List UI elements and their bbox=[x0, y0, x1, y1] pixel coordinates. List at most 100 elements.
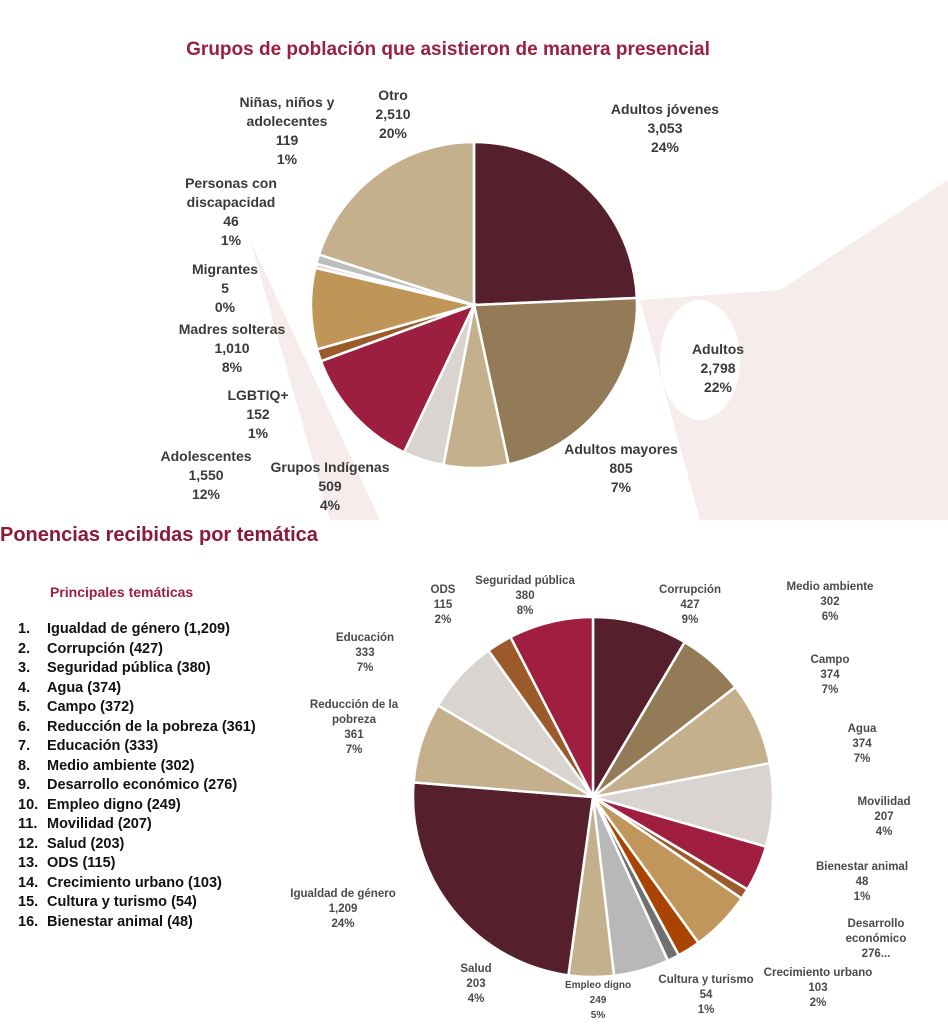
slice-name: Medio ambiente bbox=[786, 581, 874, 593]
data-label-adolescentes: Adolescentes 1,550 12% bbox=[160, 447, 251, 504]
slice-percent: 5% bbox=[590, 1010, 606, 1021]
slice-value: 374 bbox=[852, 738, 872, 750]
item-number: 1. bbox=[18, 621, 31, 637]
slice-name: Grupos Indígenas bbox=[270, 459, 390, 475]
data-label-agua: Agua 374 7% bbox=[848, 722, 877, 767]
slice-name: Migrantes bbox=[191, 261, 259, 277]
slice-value: 115 bbox=[433, 599, 453, 611]
item-text: Reducción de la pobreza (361) bbox=[47, 718, 256, 735]
slice-value: 805 bbox=[609, 460, 633, 476]
slice-percent: 4% bbox=[319, 497, 341, 513]
item-number: 12. bbox=[18, 835, 39, 852]
data-label-adultos-mayores: Adultos mayores 805 7% bbox=[561, 440, 681, 497]
slice-name: Corrupción bbox=[659, 584, 721, 596]
list-item: 11. Movilidad (207) bbox=[18, 815, 277, 835]
slice-value: 302 bbox=[820, 596, 840, 608]
slice-name: ODS bbox=[430, 584, 456, 596]
data-label-igualdad-de-genero: Igualdad de género 1,209 24% bbox=[290, 887, 395, 932]
data-label-bienestar-animal: Bienestar animal 48 1% bbox=[816, 860, 908, 905]
slice-value: 103 bbox=[808, 982, 828, 994]
slice-percent: 7% bbox=[610, 479, 632, 495]
list-item: 16. Bienestar animal (48) bbox=[18, 913, 277, 933]
slice-value: 427 bbox=[680, 599, 700, 611]
item-text: ODS (115) bbox=[47, 855, 116, 871]
item-number: 5. bbox=[18, 699, 31, 715]
slice-percent: 1% bbox=[697, 1004, 715, 1016]
slice-name: Educación bbox=[335, 632, 395, 644]
data-label-personas-con-discapacidad: Personas con discapacidad 46 1% bbox=[171, 174, 291, 250]
slice-percent: 20% bbox=[378, 125, 408, 141]
item-text: Desarrollo económico (276) bbox=[47, 777, 238, 793]
data-label-desarrollo-economico: Desarrollo económico 276... bbox=[826, 917, 926, 962]
slice-name: Niñas, niños y adolecentes bbox=[239, 94, 335, 129]
pie-slice-adultos bbox=[472, 296, 639, 466]
slice-percent: 24% bbox=[650, 139, 680, 155]
slice-name: Cultura y turismo bbox=[658, 974, 754, 986]
item-text: Corrupción (427) bbox=[47, 640, 164, 657]
slice-value: 48 bbox=[855, 876, 869, 888]
topics-list: 1. Igualdad de género (1,209) 2. Corrupción… bbox=[18, 620, 277, 932]
slice-percent: 9% bbox=[681, 614, 699, 626]
list-item: 4. Agua (374) bbox=[18, 679, 277, 699]
slice-value: 54 bbox=[699, 989, 713, 1001]
item-text: Agua (374) bbox=[47, 679, 122, 696]
item-text: Campo (372) bbox=[47, 699, 135, 715]
chart-title-topics: Ponencias recibidas por temática bbox=[0, 524, 318, 546]
item-text: Cultura y turismo (54) bbox=[47, 894, 197, 910]
list-item: 10. Empleo digno (249) bbox=[18, 796, 277, 816]
item-number: 10. bbox=[18, 796, 39, 813]
data-label-campo: Campo 374 7% bbox=[811, 653, 850, 698]
slice-name: Desarrollo económico bbox=[845, 918, 907, 945]
data-label-salud: Salud 203 4% bbox=[460, 962, 491, 1007]
slice-percent: 2% bbox=[434, 614, 452, 626]
slice-name: Adultos jóvenes bbox=[610, 101, 720, 117]
list-item: 6. Reducción de la pobreza (361) bbox=[18, 718, 277, 738]
data-label-otro: Otro 2,510 20% bbox=[375, 86, 410, 143]
slice-value: 1,550 bbox=[188, 467, 224, 483]
slice-percent: 6% bbox=[821, 611, 839, 623]
slice-value: 374 bbox=[820, 669, 840, 681]
data-label-medio-ambiente: Medio ambiente 302 6% bbox=[787, 580, 874, 625]
item-text: Crecimiento urbano (103) bbox=[47, 874, 222, 891]
list-item: 15. Cultura y turismo (54) bbox=[18, 893, 277, 913]
item-number: 4. bbox=[18, 679, 31, 696]
item-text: Igualdad de género (1,209) bbox=[47, 621, 230, 637]
data-label-madres-solteras: Madres solteras 1,010 8% bbox=[179, 320, 286, 377]
slice-percent: 4% bbox=[875, 826, 893, 838]
data-label-seguridad-publica: Seguridad pública 380 8% bbox=[475, 574, 575, 619]
slice-percent: 7% bbox=[356, 662, 374, 674]
slice-name: LGBTIQ+ bbox=[227, 387, 289, 403]
data-label-reduccion-de-la-pobreza: Reducción de la pobreza 361 7% bbox=[304, 698, 404, 758]
slice-name: Salud bbox=[460, 963, 492, 975]
slice-percent: 0% bbox=[214, 299, 236, 315]
slice-percent: 24% bbox=[331, 918, 355, 930]
list-item: 3. Seguridad pública (380) bbox=[18, 659, 277, 679]
slice-percent: 1% bbox=[220, 232, 242, 248]
slice-percent: 1% bbox=[853, 891, 871, 903]
list-item: 5. Campo (372) bbox=[18, 698, 277, 718]
slice-name: Adolescentes bbox=[160, 448, 252, 464]
data-label-adultos-jovenes: Adultos jóvenes 3,053 24% bbox=[605, 100, 725, 157]
list-item: 7. Educación (333) bbox=[18, 737, 277, 757]
item-number: 6. bbox=[18, 718, 31, 735]
slice-value: 5 bbox=[221, 280, 229, 296]
item-number: 8. bbox=[18, 757, 31, 774]
slice-percent: 4% bbox=[467, 993, 485, 1005]
slice-name: Adultos bbox=[691, 341, 745, 357]
list-heading: Principales temáticas bbox=[50, 584, 194, 600]
item-number: 13. bbox=[18, 855, 39, 871]
slice-name: Seguridad pública bbox=[475, 575, 575, 587]
item-text: Salud (203) bbox=[47, 835, 125, 852]
data-label-empleo-digno: Empleo digno 249 5% bbox=[565, 978, 631, 1023]
slice-name: Bienestar animal bbox=[815, 861, 909, 873]
slice-name: Agua bbox=[847, 723, 877, 735]
slice-name: Movilidad bbox=[857, 796, 911, 808]
data-label-grupos-indigenas: Grupos Indígenas 509 4% bbox=[270, 458, 389, 515]
list-item: 14. Crecimiento urbano (103) bbox=[18, 874, 277, 894]
slice-percent: 7% bbox=[853, 753, 871, 765]
slice-name: Otro bbox=[378, 87, 408, 103]
slice-value: 361 bbox=[344, 729, 364, 741]
pie-slice-corrupcion bbox=[591, 615, 687, 802]
